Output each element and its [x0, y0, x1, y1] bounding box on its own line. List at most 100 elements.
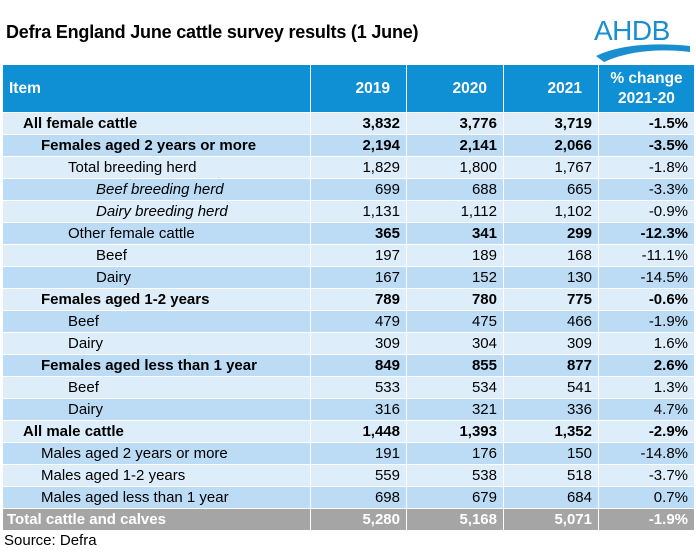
value-change: -11.1% [598, 244, 695, 267]
row-item: Females aged 2 years or more [2, 134, 311, 157]
total-item: Total cattle and calves [2, 508, 311, 531]
row-item: All female cattle [2, 112, 311, 135]
value-2021: 1,102 [503, 200, 599, 223]
cattle-survey-table: Item 2019 2020 2021 % change 2021-20 All … [2, 64, 695, 531]
value-2019: 191 [310, 442, 407, 465]
value-2021: 2,066 [503, 134, 599, 157]
page-title: Defra England June cattle survey results… [6, 22, 419, 42]
row-item: Beef breeding herd [2, 178, 311, 201]
value-change: -12.3% [598, 222, 695, 245]
header-change: % change 2021-20 [598, 64, 695, 113]
value-2021: 775 [503, 288, 599, 311]
value-2019: 479 [310, 310, 407, 333]
value-change: 0.7% [598, 486, 695, 509]
value-2019: 197 [310, 244, 407, 267]
table-row: Dairy 309 304 309 1.6% [2, 332, 695, 355]
table-row: Dairy breeding herd 1,131 1,112 1,102 -0.9% [2, 200, 695, 223]
table-row: Beef 533 534 541 1.3% [2, 376, 695, 399]
value-change: -0.6% [598, 288, 695, 311]
table-row: All female cattle 3,832 3,776 3,719 -1.5% [2, 112, 695, 135]
row-item: Dairy [2, 398, 311, 421]
row-item: Other female cattle [2, 222, 311, 245]
value-2021: 299 [503, 222, 599, 245]
value-2020: 189 [406, 244, 504, 267]
table-row: Males aged 2 years or more 191 176 150 -14.8… [2, 442, 695, 465]
svg-text:AHDB: AHDB [594, 15, 670, 46]
value-2021: 684 [503, 486, 599, 509]
value-change: 4.7% [598, 398, 695, 421]
value-2020: 3,776 [406, 112, 504, 135]
value-2019: 698 [310, 486, 407, 509]
value-change: -2.9% [598, 420, 695, 443]
table-row: Females aged 2 years or more 2,194 2,141 2,… [2, 134, 695, 157]
value-2020: 176 [406, 442, 504, 465]
value-2020: 152 [406, 266, 504, 289]
total-2020: 5,168 [406, 508, 504, 531]
row-item: Females aged less than 1 year [2, 354, 311, 377]
table-row: Dairy 167 152 130 -14.5% [2, 266, 695, 289]
value-2019: 2,194 [310, 134, 407, 157]
table-row: Beef 197 189 168 -11.1% [2, 244, 695, 267]
total-change: -1.9% [598, 508, 695, 531]
value-change: -14.5% [598, 266, 695, 289]
value-2019: 1,131 [310, 200, 407, 223]
value-2020: 780 [406, 288, 504, 311]
value-change: -3.3% [598, 178, 695, 201]
value-2020: 534 [406, 376, 504, 399]
table-row: Females aged 1-2 years 789 780 775 -0.6% [2, 288, 695, 311]
value-2020: 341 [406, 222, 504, 245]
header-row: Item 2019 2020 2021 % change 2021-20 [2, 64, 695, 113]
value-2021: 1,767 [503, 156, 599, 179]
value-2020: 2,141 [406, 134, 504, 157]
value-2019: 365 [310, 222, 407, 245]
value-2021: 541 [503, 376, 599, 399]
table-row: Total breeding herd 1,829 1,800 1,767 -1.8% [2, 156, 695, 179]
value-2019: 699 [310, 178, 407, 201]
row-item: Beef [2, 310, 311, 333]
row-item: Females aged 1-2 years [2, 288, 311, 311]
value-2021: 309 [503, 332, 599, 355]
value-change: 1.3% [598, 376, 695, 399]
value-2020: 1,393 [406, 420, 504, 443]
row-item: Males aged 2 years or more [2, 442, 311, 465]
value-2020: 1,800 [406, 156, 504, 179]
value-change: -1.8% [598, 156, 695, 179]
value-change: 1.6% [598, 332, 695, 355]
value-change: -0.9% [598, 200, 695, 223]
row-item: Males aged less than 1 year [2, 486, 311, 509]
value-2021: 168 [503, 244, 599, 267]
value-2020: 855 [406, 354, 504, 377]
table-row: Females aged less than 1 year 849 855 877 2.… [2, 354, 695, 377]
value-2021: 518 [503, 464, 599, 487]
total-row: Total cattle and calves 5,280 5,168 5,071 -1… [2, 508, 695, 531]
ahdb-logo: AHDB [594, 15, 690, 62]
value-2019: 559 [310, 464, 407, 487]
total-2021: 5,071 [503, 508, 599, 531]
header-item: Item [2, 64, 311, 113]
table-row: Dairy 316 321 336 4.7% [2, 398, 695, 421]
table-row: Males aged 1-2 years 559 538 518 -3.7% [2, 464, 695, 487]
header-change-line2: 2021-20 [618, 89, 675, 107]
row-item: Beef [2, 244, 311, 267]
value-2021: 877 [503, 354, 599, 377]
row-item: Males aged 1-2 years [2, 464, 311, 487]
value-2021: 466 [503, 310, 599, 333]
table-row: Beef breeding herd 699 688 665 -3.3% [2, 178, 695, 201]
total-2019: 5,280 [310, 508, 407, 531]
value-2020: 538 [406, 464, 504, 487]
table-row: Beef 479 475 466 -1.9% [2, 310, 695, 333]
value-change: -1.5% [598, 112, 695, 135]
row-item: All male cattle [2, 420, 311, 443]
table-row: Males aged less than 1 year 698 679 684 0.7% [2, 486, 695, 509]
value-2019: 1,829 [310, 156, 407, 179]
row-item: Dairy [2, 266, 311, 289]
value-2020: 475 [406, 310, 504, 333]
value-2019: 789 [310, 288, 407, 311]
value-2021: 3,719 [503, 112, 599, 135]
value-2020: 321 [406, 398, 504, 421]
row-item: Dairy [2, 332, 311, 355]
header-change-line1: % change [610, 69, 683, 87]
source-note: Source: Defra [4, 532, 97, 549]
value-2019: 167 [310, 266, 407, 289]
value-change: -3.5% [598, 134, 695, 157]
